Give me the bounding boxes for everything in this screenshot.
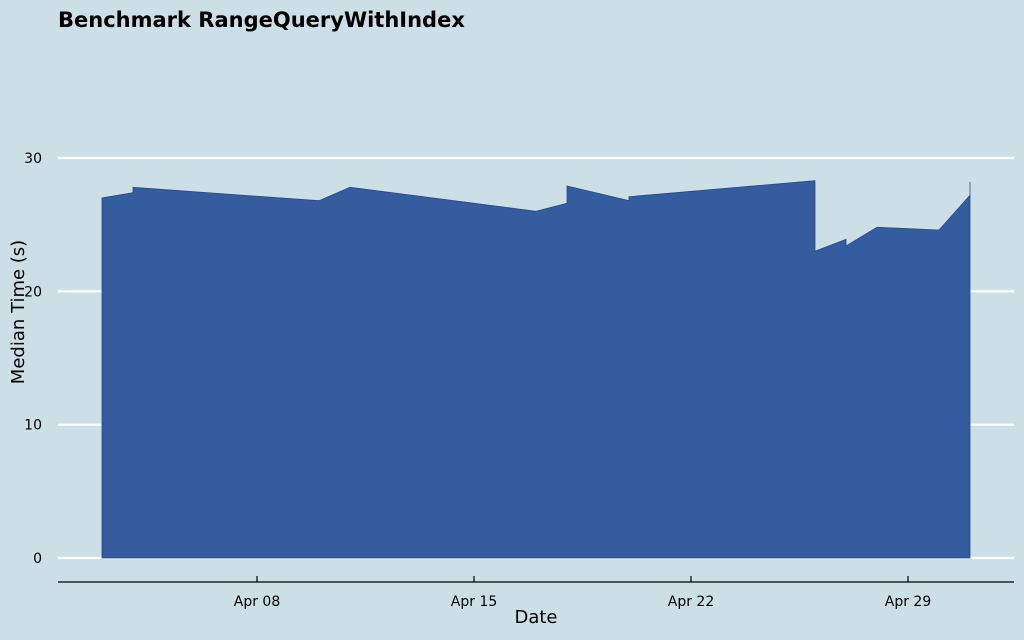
chart-title: Benchmark RangeQueryWithIndex	[58, 8, 465, 32]
y-axis-label: Median Time (s)	[8, 240, 29, 384]
y-tick-label-0: 0	[33, 551, 42, 567]
x-axis: Apr 08 Apr 15 Apr 22 Apr 29	[58, 576, 1014, 610]
x-tick-label-3: Apr 29	[885, 594, 931, 610]
y-tick-label-30: 30	[24, 151, 42, 167]
area-layer	[101, 180, 971, 559]
x-axis-label: Date	[514, 607, 557, 628]
x-tick-label-2: Apr 22	[668, 594, 714, 610]
x-tick-label-1: Apr 15	[451, 594, 497, 610]
area-series	[101, 180, 971, 559]
y-axis: 0 10 20 30	[24, 151, 42, 567]
y-tick-label-20: 20	[24, 284, 42, 300]
y-tick-label-10: 10	[24, 418, 42, 434]
x-tick-label-0: Apr 08	[234, 594, 280, 610]
